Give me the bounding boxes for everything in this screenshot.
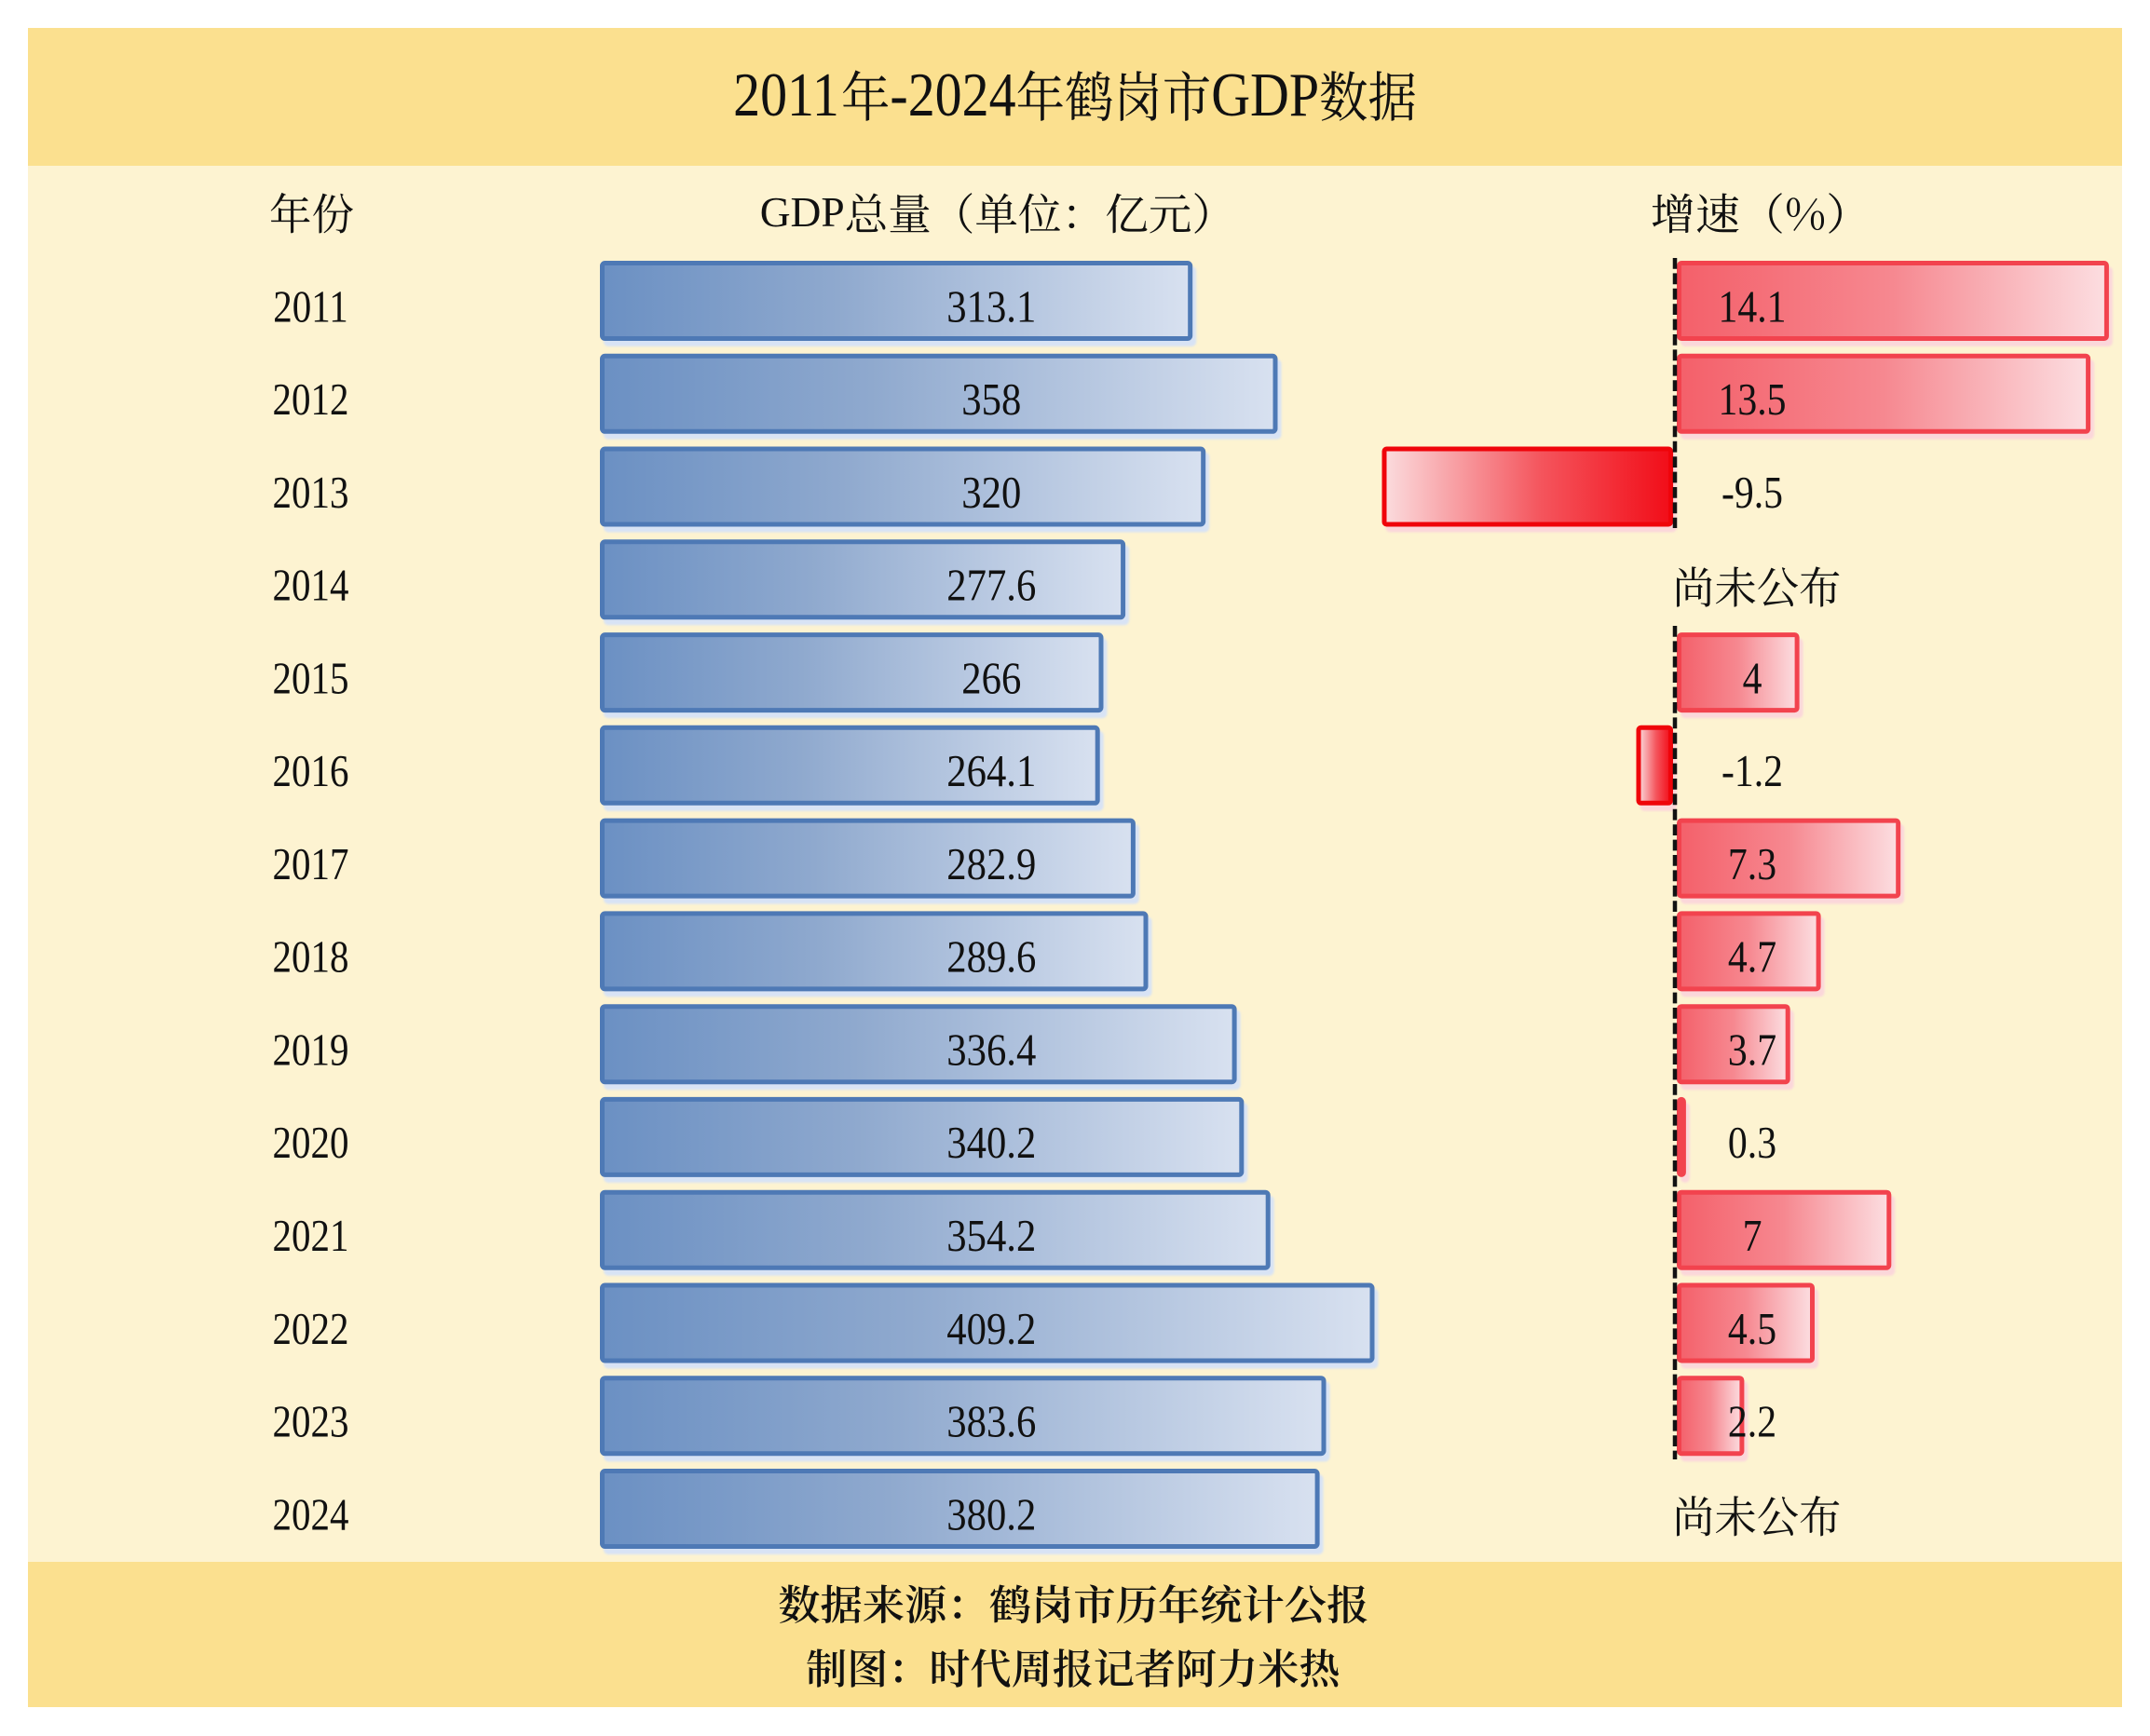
svg-text:383.6: 383.6 xyxy=(946,1396,1036,1446)
svg-text:14.1: 14.1 xyxy=(1719,281,1787,332)
svg-text:GDP: GDP xyxy=(1211,60,1319,129)
svg-text:2.2: 2.2 xyxy=(1728,1397,1776,1447)
svg-text:7: 7 xyxy=(1743,1211,1762,1261)
svg-text:2019: 2019 xyxy=(273,1024,349,1075)
svg-text:3.7: 3.7 xyxy=(1728,1025,1776,1076)
svg-text:GDP: GDP xyxy=(760,188,845,236)
svg-text:-9.5: -9.5 xyxy=(1721,468,1783,518)
svg-text:409.2: 409.2 xyxy=(946,1303,1036,1353)
svg-text:-1.2: -1.2 xyxy=(1721,746,1783,796)
svg-text:2017: 2017 xyxy=(273,839,349,889)
svg-text:289.6: 289.6 xyxy=(946,931,1036,982)
svg-text:2015: 2015 xyxy=(273,653,349,703)
svg-text:4.5: 4.5 xyxy=(1728,1304,1776,1354)
svg-text:13.5: 13.5 xyxy=(1719,374,1787,425)
svg-text:277.6: 277.6 xyxy=(946,560,1036,610)
svg-text:266: 266 xyxy=(961,653,1021,703)
svg-text:380.2: 380.2 xyxy=(946,1489,1036,1539)
svg-text:313.1: 313.1 xyxy=(946,281,1036,332)
svg-text:354.2: 354.2 xyxy=(946,1210,1036,1260)
svg-text:282.9: 282.9 xyxy=(946,838,1036,888)
svg-text:336.4: 336.4 xyxy=(946,1024,1036,1075)
svg-text:-2024: -2024 xyxy=(890,60,1015,129)
svg-text:2018: 2018 xyxy=(273,931,349,982)
svg-text:4.7: 4.7 xyxy=(1728,932,1776,983)
svg-text:2012: 2012 xyxy=(273,374,349,425)
svg-text:264.1: 264.1 xyxy=(946,746,1036,796)
svg-text:2011: 2011 xyxy=(273,281,347,332)
svg-text:2021: 2021 xyxy=(273,1211,349,1261)
svg-text:0.3: 0.3 xyxy=(1728,1118,1776,1168)
svg-text:4: 4 xyxy=(1743,654,1762,704)
svg-text:2023: 2023 xyxy=(273,1396,349,1446)
svg-text:2014: 2014 xyxy=(273,560,349,610)
svg-text:2022: 2022 xyxy=(273,1304,349,1354)
svg-text:2020: 2020 xyxy=(273,1118,349,1168)
svg-text:7.3: 7.3 xyxy=(1728,839,1776,889)
svg-text:2024: 2024 xyxy=(273,1489,349,1539)
svg-text:340.2: 340.2 xyxy=(946,1118,1036,1168)
svg-text:320: 320 xyxy=(961,467,1021,517)
svg-text:358: 358 xyxy=(961,374,1021,425)
svg-text:2016: 2016 xyxy=(273,746,349,796)
svg-text:2011: 2011 xyxy=(733,60,839,129)
svg-text:2013: 2013 xyxy=(273,468,349,518)
